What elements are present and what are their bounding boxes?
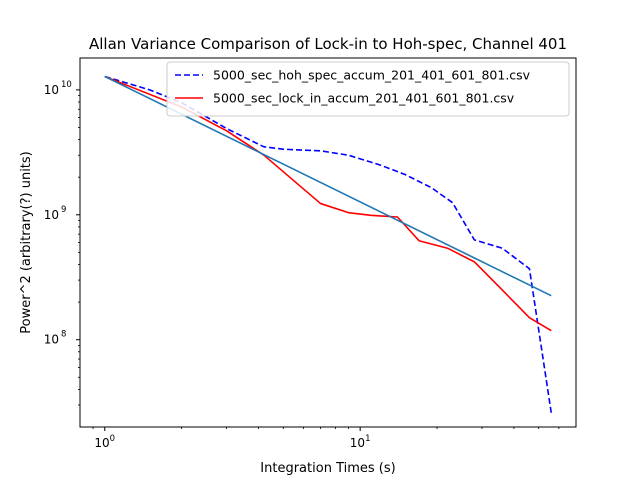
x-tick-label: 100 <box>94 434 115 450</box>
x-tick-label: 101 <box>350 434 371 450</box>
legend-entry: 5000_sec_lock_in_accum_201_401_601_801.c… <box>213 91 515 106</box>
legend-entry: 5000_sec_hoh_spec_accum_201_401_601_801.… <box>213 68 531 83</box>
plot-frame <box>79 57 577 428</box>
series-line-2 <box>104 75 552 332</box>
plot-series <box>104 75 553 413</box>
legend-box <box>166 61 570 117</box>
legend: 5000_sec_hoh_spec_accum_201_401_601_801.… <box>166 61 570 117</box>
y-axis-label: Power^2 (arbitrary(?) units) <box>19 151 34 334</box>
y-tick-label: 10 <box>44 83 59 97</box>
y-tick-exponent: 8 <box>61 330 66 340</box>
y-tick-label: 10 <box>44 208 59 222</box>
y-tick-exponent: 9 <box>61 205 66 215</box>
series-line-1 <box>104 75 553 413</box>
chart-title: Allan Variance Comparison of Lock-in to … <box>89 35 567 53</box>
x-axis-label: Integration Times (s) <box>260 461 395 476</box>
y-tick-label: 10 <box>44 333 59 347</box>
y-tick-exponent: 10 <box>61 80 72 90</box>
